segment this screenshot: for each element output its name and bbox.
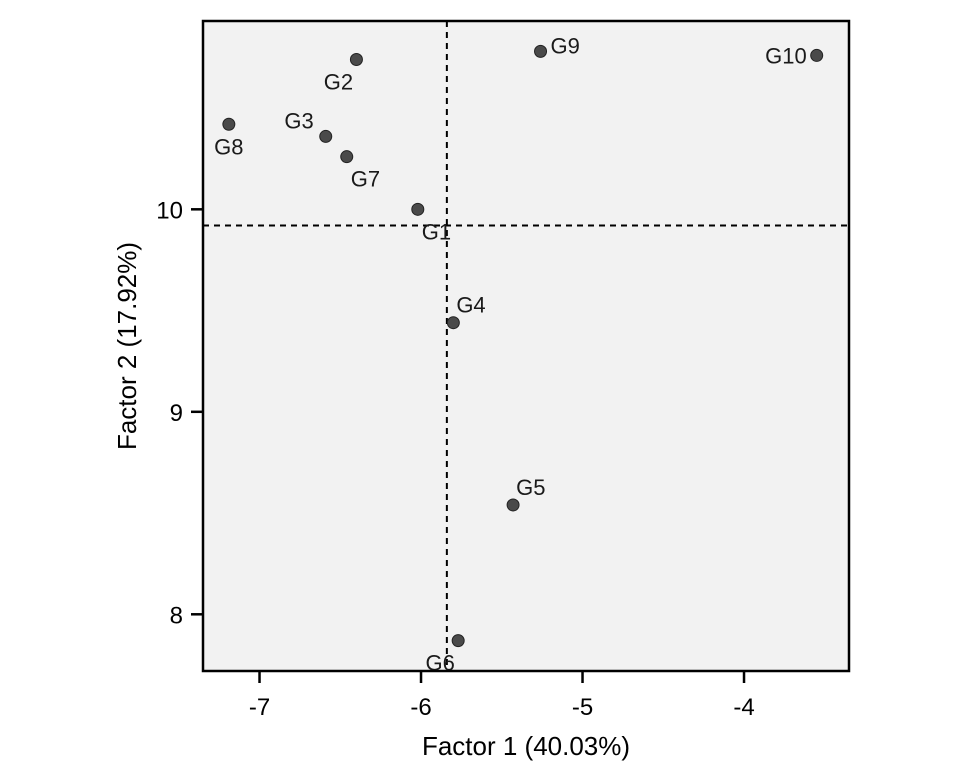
x-axis: -7 -6 -5 -4 (249, 671, 755, 721)
x-tick-label: -5 (572, 694, 593, 721)
data-point-g9 (534, 44, 548, 58)
data-point-g4 (446, 316, 460, 330)
data-point-g1 (411, 202, 425, 216)
plot-background (203, 21, 849, 671)
data-point-g10 (810, 48, 824, 62)
data-point-g6 (451, 634, 465, 648)
x-tick-label: -7 (249, 694, 270, 721)
y-tick-label: 10 (156, 197, 183, 224)
point-label-g7: G7 (351, 167, 380, 192)
plot-frame (201, 19, 851, 673)
point-label-g5: G5 (516, 475, 545, 500)
y-tick-label: 9 (170, 400, 183, 427)
y-tick-label: 8 (170, 602, 183, 629)
y-axis-title: Factor 2 (17.92%) (112, 242, 142, 450)
data-point-g3 (319, 129, 333, 143)
point-label-g3: G3 (284, 108, 313, 133)
point-label-g4: G4 (456, 293, 485, 318)
point-label-g1: G1 (422, 219, 451, 244)
reference-lines (203, 21, 849, 671)
x-axis-title: Factor 1 (40.03%) (422, 731, 630, 761)
point-label-g9: G9 (551, 33, 580, 58)
x-tick-label: -4 (733, 694, 754, 721)
point-label-g2: G2 (324, 69, 353, 94)
y-axis: 8 9 10 (156, 197, 203, 629)
data-point-g8 (222, 117, 236, 131)
point-label-g8: G8 (214, 134, 243, 159)
data-point-g2 (349, 52, 363, 66)
data-point-g5 (506, 498, 520, 512)
data-point-g7 (340, 150, 354, 164)
point-label-g10: G10 (765, 43, 807, 68)
x-tick-label: -6 (410, 694, 431, 721)
